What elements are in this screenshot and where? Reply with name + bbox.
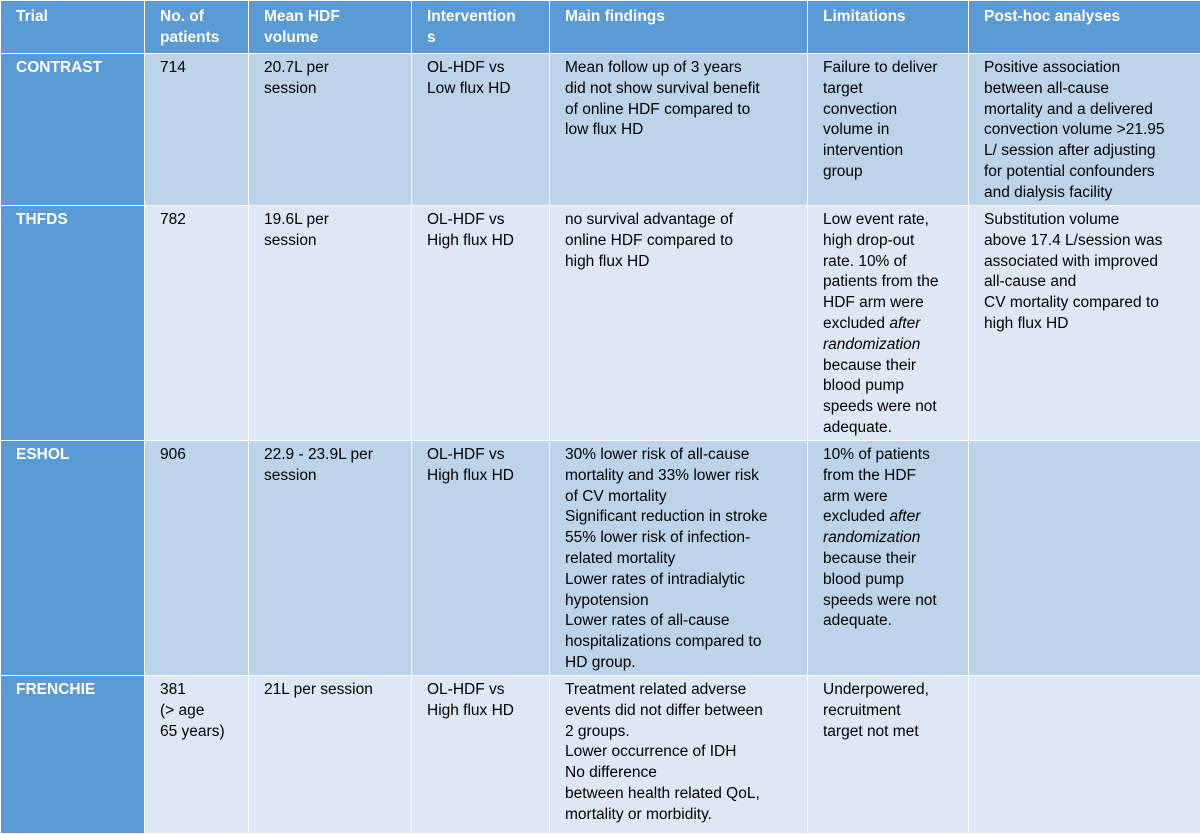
patients-cell: 782 (144, 205, 249, 441)
header-patients: No. of patients (144, 0, 249, 54)
posthoc-cell (968, 675, 1200, 834)
intervention-cell: OL-HDF vs High flux HD (411, 205, 550, 441)
patients-cell: 381 (> age 65 years) (144, 675, 249, 834)
volume-cell: 22.9 - 23.9L per session (248, 440, 412, 676)
limitations-cell: Underpowered, recruitment target not met (807, 675, 969, 834)
findings-cell: no survival advantage of online HDF compa… (549, 205, 808, 441)
trial-name: ESHOL (0, 440, 145, 676)
posthoc-cell: Substitution volume above 17.4 L/session … (968, 205, 1200, 441)
header-limitations: Limitations (807, 0, 969, 54)
header-row: Trial No. of patients Mean HDF volume Inte… (0, 0, 1200, 54)
table-row: FRENCHIE 381 (> age 65 years) 21L per sess… (0, 675, 1200, 834)
header-volume: Mean HDF volume (248, 0, 412, 54)
limitations-cell: 10% of patients from the HDF arm were exclu… (807, 440, 969, 676)
limitations-cell: Low event rate, high drop-out rate. 10% of… (807, 205, 969, 441)
volume-cell: 20.7L per session (248, 53, 412, 206)
findings-cell: 30% lower risk of all-cause mortality and… (549, 440, 808, 676)
intervention-cell: OL-HDF vs Low flux HD (411, 53, 550, 206)
posthoc-cell: Positive association between all-cause mor… (968, 53, 1200, 206)
posthoc-cell (968, 440, 1200, 676)
table-row: THFDS 782 19.6L per session OL-HDF vs High… (0, 205, 1200, 441)
volume-cell: 19.6L per session (248, 205, 412, 441)
trial-name: THFDS (0, 205, 145, 441)
findings-cell: Treatment related adverse events did not … (549, 675, 808, 834)
patients-cell: 714 (144, 53, 249, 206)
findings-cell: Mean follow up of 3 years did not show su… (549, 53, 808, 206)
trial-name: CONTRAST (0, 53, 145, 206)
header-trial: Trial (0, 0, 145, 54)
limitations-cell: Failure to deliver target convection volume… (807, 53, 969, 206)
table-row: CONTRAST 714 20.7L per session OL-HDF vs L… (0, 53, 1200, 206)
intervention-cell: OL-HDF vs High flux HD (411, 440, 550, 676)
patients-cell: 906 (144, 440, 249, 676)
header-posthoc: Post-hoc analyses (968, 0, 1200, 54)
table-row: ESHOL 906 22.9 - 23.9L per session OL-HDF… (0, 440, 1200, 676)
volume-cell: 21L per session (248, 675, 412, 834)
header-findings: Main findings (549, 0, 808, 54)
header-intervention: Intervention s (411, 0, 550, 54)
trial-name: FRENCHIE (0, 675, 145, 834)
intervention-cell: OL-HDF vs High flux HD (411, 675, 550, 834)
